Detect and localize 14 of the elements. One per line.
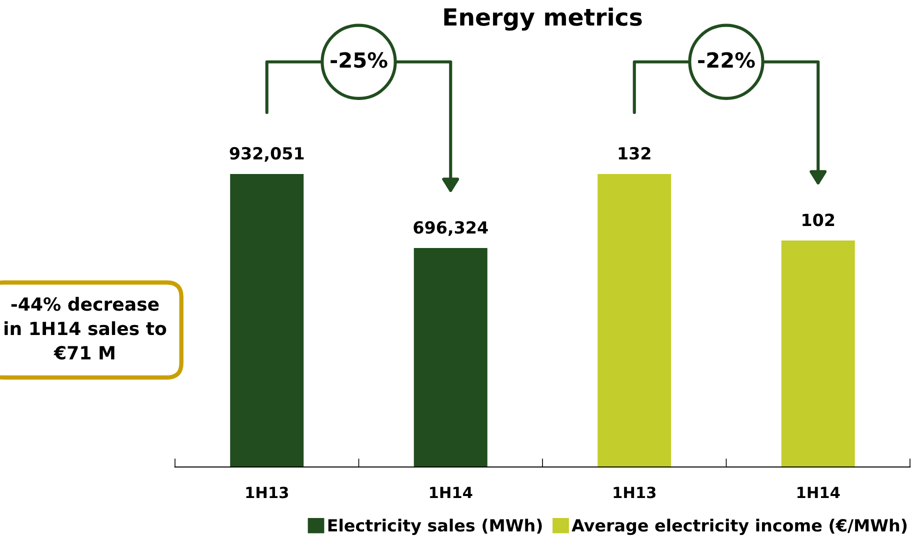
data-label: 696,324 (414, 221, 488, 236)
legend-label: Average electricity income (€/MWh) (572, 518, 907, 535)
x-tick-label: 1H14 (798, 486, 840, 498)
data-label: 932,051 (230, 146, 304, 162)
text: -44% decrease in 1H14 sales to €71 M (4, 296, 166, 360)
x-tick-label: 1H14 (430, 486, 472, 498)
x-tick-label: 1H13 (246, 486, 288, 498)
chart-title: Energy metrics (444, 8, 642, 31)
x-tick-label: 1H13 (614, 486, 656, 498)
text: -25% (330, 52, 388, 68)
data-label: 102 (802, 214, 834, 226)
legend-label: Electricity sales (MWh) (328, 518, 542, 535)
data-label: 132 (618, 146, 650, 160)
text: -22% (698, 52, 755, 68)
